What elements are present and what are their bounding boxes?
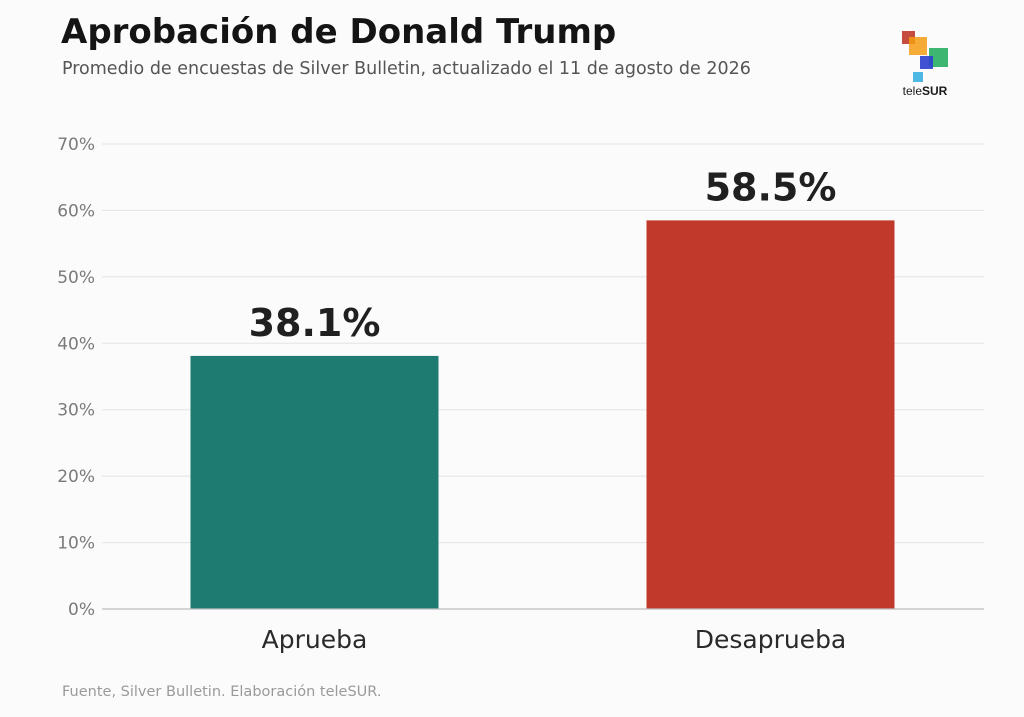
y-tick-label: 20% <box>57 467 95 487</box>
chart-subtitle: Promedio de encuestas de Silver Bulletin… <box>62 59 751 79</box>
x-category-label: Desaprueba <box>695 625 847 654</box>
source-note: Fuente, Silver Bulletin. Elaboración tel… <box>62 684 382 700</box>
x-category-label: Aprueba <box>262 625 368 654</box>
y-tick-label: 0% <box>68 600 95 620</box>
data-label: 38.1% <box>249 301 381 345</box>
y-tick-label: 30% <box>57 401 95 421</box>
bar <box>190 355 439 609</box>
telesur-logo-mark-icon <box>902 31 948 82</box>
y-tick-label: 10% <box>57 534 95 554</box>
data-label: 58.5% <box>705 165 837 209</box>
y-tick-label: 70% <box>57 135 95 155</box>
y-tick-label: 40% <box>57 334 95 354</box>
bar <box>646 220 895 609</box>
telesur-logo: teleSUR <box>892 28 958 100</box>
y-tick-label: 50% <box>57 268 95 288</box>
telesur-logo-text: teleSUR <box>902 84 948 98</box>
chart-title: Aprobación de Donald Trump <box>61 12 617 52</box>
y-tick-label: 60% <box>57 201 95 221</box>
